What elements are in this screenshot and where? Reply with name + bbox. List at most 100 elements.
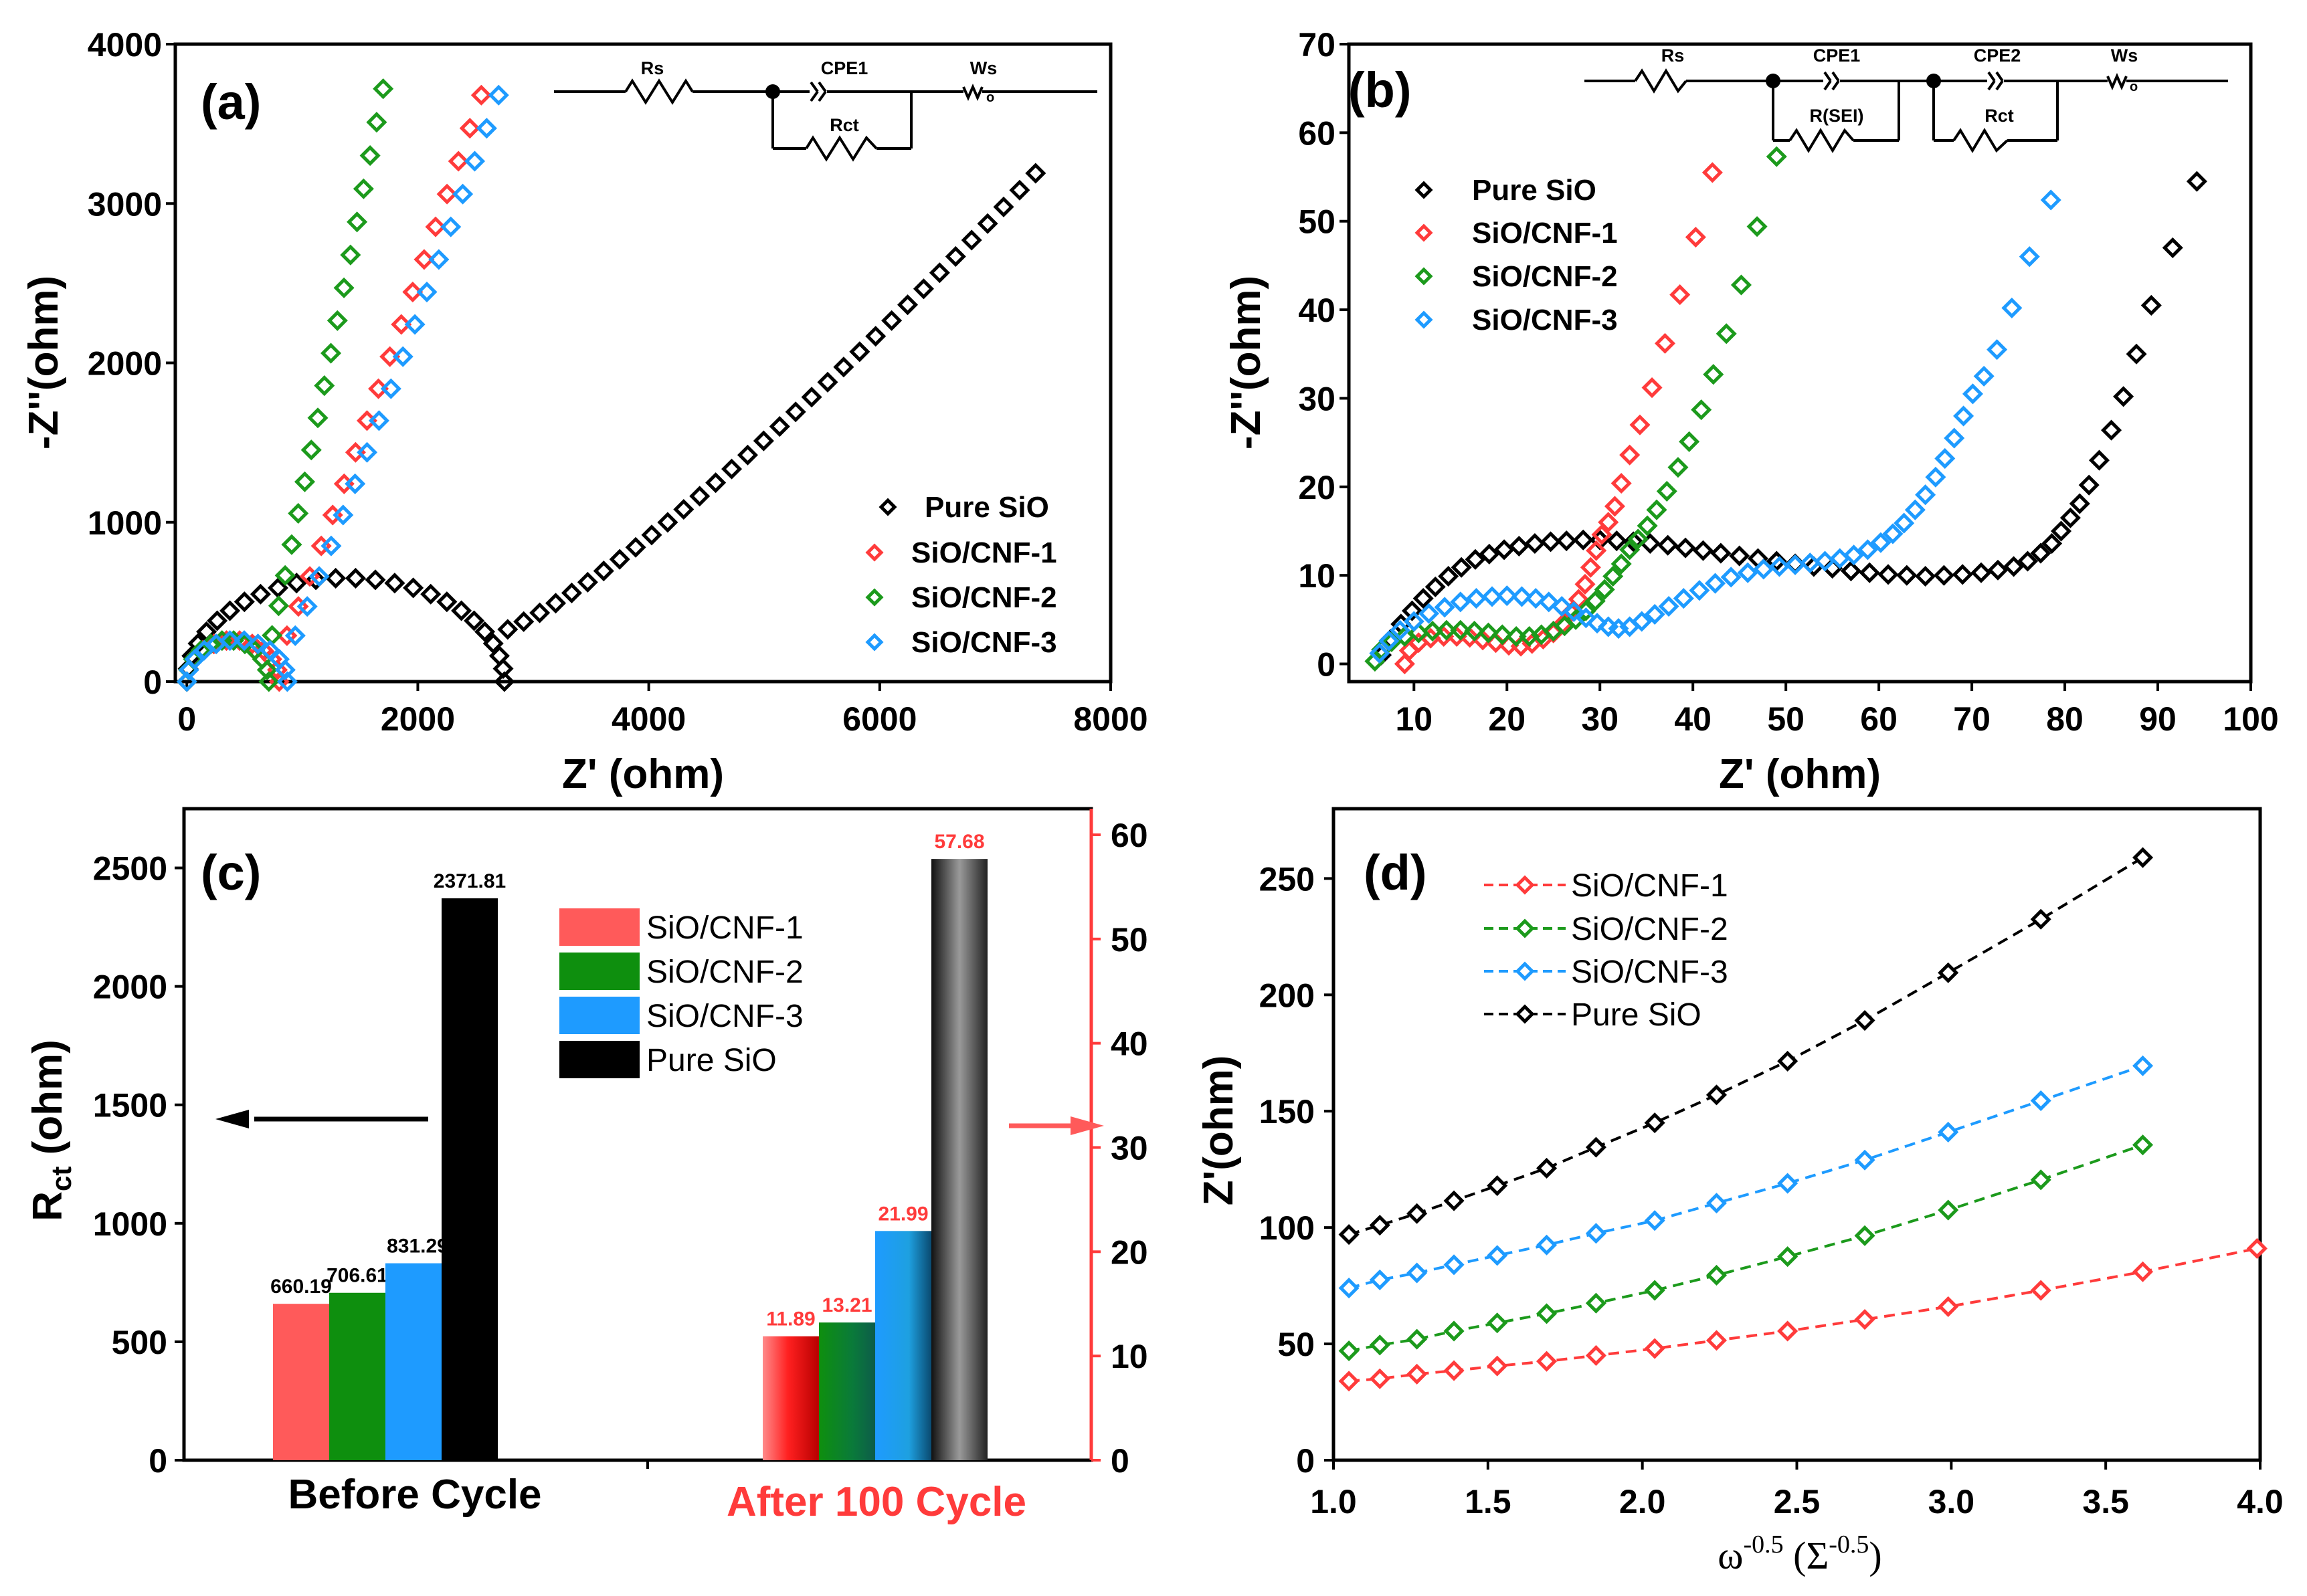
data-point xyxy=(1443,1190,1465,1211)
data-point xyxy=(1673,588,1694,609)
data-point xyxy=(440,216,462,237)
data-point xyxy=(1610,472,1632,494)
data-point xyxy=(1403,611,1424,632)
right-axis-arrow xyxy=(1009,1116,1104,1135)
data-point xyxy=(1479,543,1500,565)
data-point xyxy=(1870,532,1891,553)
data-point xyxy=(2088,450,2110,471)
data-point xyxy=(357,441,378,463)
circuit-node xyxy=(1766,74,1780,88)
panel-a-x-tick-label: 2000 xyxy=(381,700,455,738)
data-point xyxy=(2001,297,2023,318)
data-point xyxy=(281,534,302,555)
data-point xyxy=(1703,364,1724,385)
panel-d-x-tick-label: 1.0 xyxy=(1310,1483,1357,1520)
data-point xyxy=(333,277,355,298)
circuit-label-o: o xyxy=(986,90,994,105)
data-point xyxy=(1766,146,1787,167)
data-point xyxy=(451,600,472,621)
panel-d-y-tick-label: 250 xyxy=(1259,860,1315,898)
data-point xyxy=(1465,548,1486,570)
series-sio-cnf-2 xyxy=(1364,146,1787,672)
data-point xyxy=(1406,1203,1428,1224)
data-point xyxy=(1705,1193,1728,1214)
circuit-label-o: o xyxy=(2130,80,2138,94)
data-point xyxy=(945,245,966,267)
data-point xyxy=(391,314,412,335)
data-point xyxy=(368,410,389,431)
data-point xyxy=(1487,1355,1508,1377)
data-point xyxy=(353,178,374,199)
data-point xyxy=(356,410,378,431)
data-point xyxy=(366,112,387,133)
bar-after-sio-cnf-2 xyxy=(819,1322,875,1460)
panel-c-right-y-tick-label: 10 xyxy=(1111,1338,1148,1375)
panel-a-x-tick-label: 0 xyxy=(177,700,196,738)
data-point xyxy=(1938,1296,1959,1317)
data-point xyxy=(2030,542,2051,564)
data-point xyxy=(1608,618,1629,639)
circuit-label-ws: Ws xyxy=(970,58,998,78)
data-point xyxy=(1009,179,1030,201)
data-point xyxy=(1369,1269,1390,1290)
panel-d-y-tick-label: 150 xyxy=(1259,1093,1315,1130)
data-point xyxy=(1536,1351,1558,1372)
panel-c-right-y-tick-label: 0 xyxy=(1111,1442,1129,1480)
panel-c-right-y-tick-label: 30 xyxy=(1111,1129,1148,1167)
data-point xyxy=(1025,163,1046,184)
data-point xyxy=(2017,551,2039,572)
data-point xyxy=(881,310,903,331)
circuit-label-rs: Rs xyxy=(641,58,664,78)
panel-b-y-tick-label: 0 xyxy=(1317,646,1335,684)
data-point xyxy=(379,346,401,367)
data-point xyxy=(1644,603,1665,625)
data-point xyxy=(1915,565,1936,587)
data-point xyxy=(320,535,342,557)
data-point xyxy=(2030,1169,2051,1191)
data-point xyxy=(1710,542,1732,564)
data-point xyxy=(1338,1224,1360,1245)
data-point xyxy=(267,577,289,599)
data-point xyxy=(1574,573,1596,595)
legend-entry-pure-sio: Pure SiO xyxy=(559,1041,777,1078)
data-point xyxy=(288,502,309,524)
data-point xyxy=(286,573,307,594)
legend-entry-pure-sio: Pure SiO xyxy=(1414,174,1596,207)
data-point xyxy=(993,196,1014,217)
data-point xyxy=(497,619,519,640)
data-point xyxy=(1987,559,2009,581)
data-point xyxy=(1896,565,1918,586)
panel-a-y-tick-label: 4000 xyxy=(88,26,162,64)
data-point xyxy=(219,600,241,621)
data-point xyxy=(1565,609,1586,630)
data-point xyxy=(268,648,290,670)
data-point xyxy=(1705,573,1726,594)
panel-d-x-tick-label: 1.5 xyxy=(1465,1483,1511,1520)
data-point xyxy=(625,536,646,558)
data-point xyxy=(1644,1112,1665,1134)
panel-c-left-y-tick-label: 1000 xyxy=(93,1205,167,1243)
panel-c-left-y-tick-label: 500 xyxy=(112,1324,167,1361)
panel-a-y-tick-label: 0 xyxy=(143,664,162,701)
svg-text:SiO/CNF-3: SiO/CNF-3 xyxy=(646,999,804,1034)
panel-b-plot-frame xyxy=(1347,42,2253,684)
circuit-label-rct: Rct xyxy=(830,115,859,135)
panel-b-legend: Pure SiO SiO/CNF-1 SiO/CNF-2 SiO/CNF-3 xyxy=(1414,174,1618,336)
series-line xyxy=(1348,1247,2257,1383)
data-point xyxy=(274,660,296,681)
svg-text:SiO/CNF-3: SiO/CNF-3 xyxy=(1571,955,1728,990)
data-point xyxy=(785,401,806,423)
data-point xyxy=(609,548,630,570)
data-point xyxy=(176,671,197,692)
data-point xyxy=(2069,493,2090,514)
data-point xyxy=(276,671,298,692)
data-point xyxy=(1585,1292,1606,1314)
data-point xyxy=(1418,603,1440,624)
panel-c-legend: SiO/CNF-1 SiO/CNF-2 SiO/CNF-3 Pure SiO xyxy=(559,908,804,1078)
panel-b-y-tick-label: 30 xyxy=(1298,380,1335,417)
panel-c-y-axis-title: Rct (ohm) xyxy=(25,1039,77,1221)
data-point xyxy=(268,595,289,617)
data-point xyxy=(476,118,497,139)
data-point xyxy=(1585,1223,1606,1244)
data-point xyxy=(1369,1368,1390,1389)
